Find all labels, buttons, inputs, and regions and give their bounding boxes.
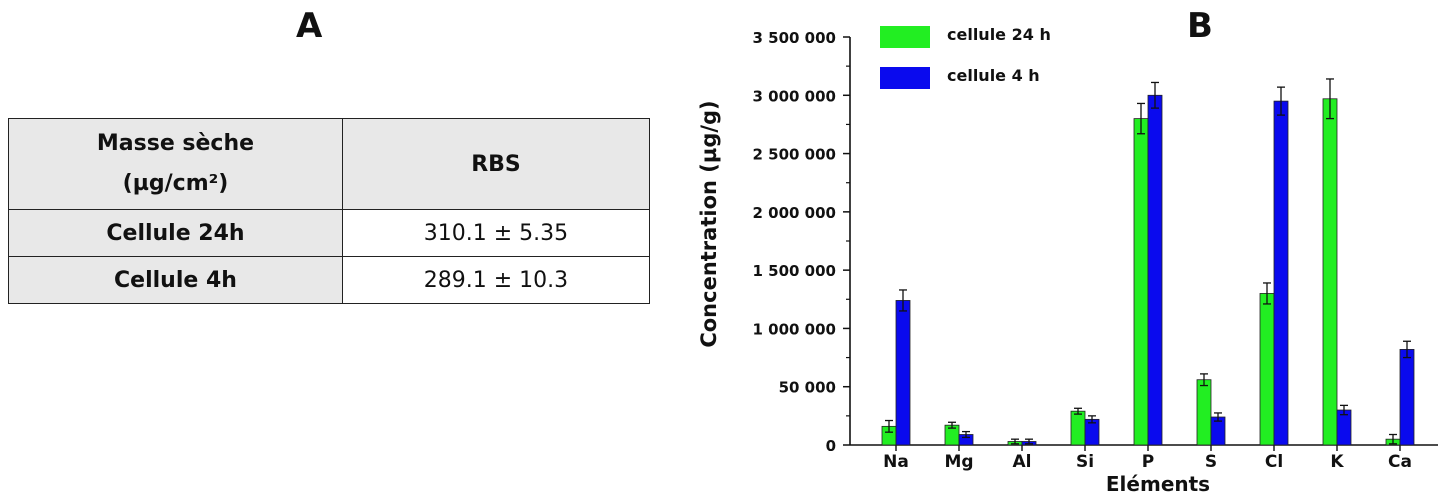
y-tick-label: 1 500 000 — [752, 262, 836, 280]
bar — [1399, 349, 1415, 446]
bar — [1196, 379, 1212, 446]
table-header-row: Masse sèche (µg/cm²) RBS — [8, 118, 651, 210]
y-tick-label: 3 000 000 — [752, 87, 836, 105]
row-value: 289.1 ± 10.3 — [341, 256, 651, 304]
x-tick-label: Mg — [944, 452, 973, 472]
legend-label: cellule 24 h — [947, 25, 1051, 44]
header-dry-mass-unit: (µg/cm²) — [122, 171, 229, 196]
panel-a-label: A — [296, 6, 323, 46]
dry-mass-table: Masse sèche (µg/cm²) RBS Cellule 24h 310… — [8, 118, 651, 304]
element-concentration-chart: 0 50 000 1 000 000 1 500 000 2 000 000 2 500 … — [697, 25, 1438, 496]
legend: cellule 24 h cellule 4 h — [880, 25, 1051, 89]
y-tick-label: 1 000 000 — [752, 320, 836, 338]
x-tick-label: Cl — [1265, 452, 1283, 472]
bars — [881, 78, 1415, 446]
row-value: 310.1 ± 5.35 — [341, 209, 651, 257]
bar — [1147, 94, 1163, 446]
panel-b-label: B — [1187, 6, 1213, 46]
legend-label: cellule 4 h — [947, 66, 1040, 85]
row-label: Cellule 4h — [8, 256, 343, 304]
bar — [1133, 118, 1149, 446]
table-row: Cellule 4h 289.1 ± 10.3 — [8, 256, 651, 304]
bar — [895, 300, 911, 446]
y-tick-label: 50 000 — [779, 379, 836, 397]
y-axis-label: Concentration (µg/g) — [697, 100, 721, 347]
x-tick-label: P — [1142, 452, 1154, 472]
header-rbs: RBS — [341, 118, 651, 210]
bar — [1322, 98, 1338, 446]
header-dry-mass-title: Masse sèche — [96, 131, 255, 156]
axes: 0 50 000 1 000 000 1 500 000 2 000 000 2 500 … — [752, 29, 1438, 472]
y-tick-label: 2 000 000 — [752, 204, 836, 222]
bar — [1273, 100, 1289, 446]
bar — [1070, 410, 1086, 446]
y-tick-label: 0 — [826, 437, 836, 455]
table-row: Cellule 24h 310.1 ± 5.35 — [8, 209, 651, 257]
bar — [1259, 293, 1275, 446]
x-axis-label: Eléments — [1106, 472, 1210, 496]
row-label: Cellule 24h — [8, 209, 343, 257]
x-tick-label: Na — [883, 452, 909, 472]
y-tick-label: 2 500 000 — [752, 146, 836, 164]
x-tick-label: Si — [1076, 452, 1094, 472]
y-tick-label: 3 500 000 — [752, 29, 836, 47]
legend-swatch — [880, 67, 930, 89]
x-tick-label: S — [1205, 452, 1217, 472]
legend-swatch — [880, 26, 930, 48]
header-dry-mass: Masse sèche (µg/cm²) — [8, 118, 343, 210]
x-tick-label: Ca — [1388, 452, 1412, 472]
x-tick-label: K — [1330, 452, 1344, 472]
x-tick-label: Al — [1013, 452, 1032, 472]
